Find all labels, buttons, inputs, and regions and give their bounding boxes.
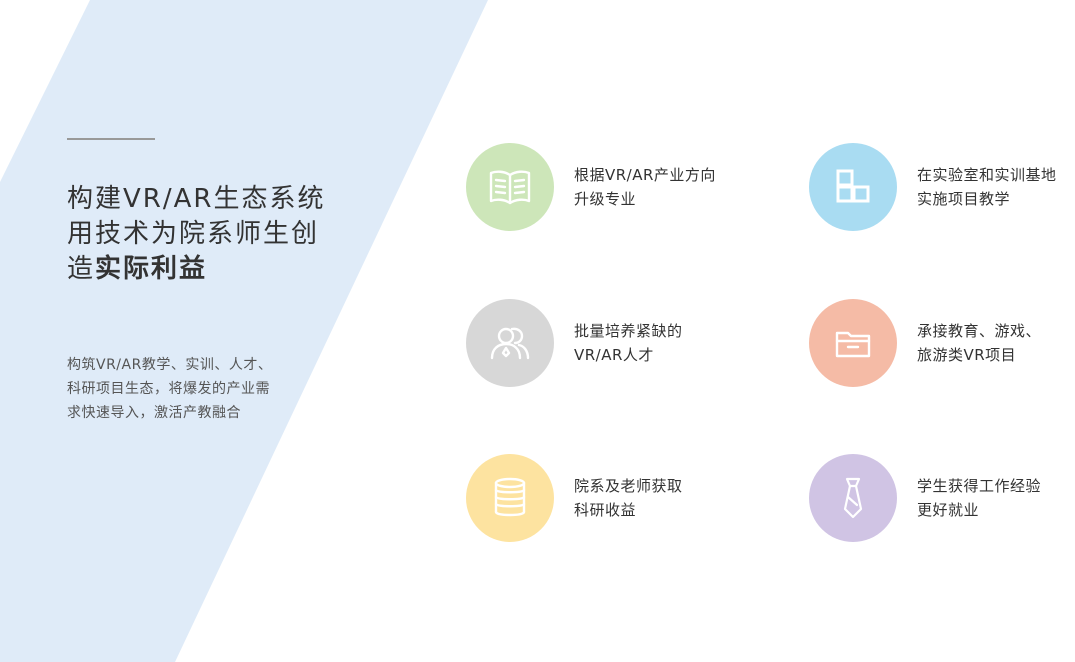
hero-title: 构建VR/AR生态系统 用技术为院系师生创 造实际利益 — [67, 182, 387, 287]
feature-lab-teaching: 在实验室和实训基地 实施项目教学 — [809, 143, 1057, 231]
feature-line-2: 升级专业 — [574, 190, 637, 208]
hero-section: 构建VR/AR生态系统 用技术为院系师生创 造实际利益 构筑VR/AR教学、实训… — [67, 138, 387, 425]
hero-description-line-3: 求快速导入，激活产教融合 — [67, 405, 241, 421]
title-divider — [67, 138, 155, 140]
feature-line-1: 承接教育、游戏、 — [917, 322, 1042, 340]
feature-line-1: 批量培养紧缺的 — [574, 322, 683, 340]
book-icon — [488, 167, 532, 207]
feature-text: 学生获得工作经验 更好就业 — [917, 474, 1041, 522]
feature-text: 批量培养紧缺的 VR/AR人才 — [574, 319, 683, 367]
hero-title-line-1: 构建VR/AR生态系统 — [67, 184, 326, 214]
feature-line-1: 学生获得工作经验 — [917, 477, 1042, 495]
feature-line-1: 在实验室和实训基地 — [917, 166, 1057, 184]
feature-research-income: 院系及老师获取 科研收益 — [466, 454, 683, 542]
feature-line-2: 实施项目教学 — [917, 190, 1011, 208]
feature-line-2: 旅游类VR项目 — [917, 346, 1017, 364]
blocks-icon — [833, 167, 873, 207]
feature-line-2: VR/AR人才 — [574, 346, 654, 364]
hero-title-line-3-emphasis: 实际利益 — [95, 254, 208, 284]
feature-line-1: 院系及老师获取 — [574, 477, 683, 495]
feature-circle — [466, 454, 554, 542]
hero-description-line-1: 构筑VR/AR教学、实训、人才、 — [67, 357, 273, 373]
feature-circle — [466, 143, 554, 231]
feature-text: 承接教育、游戏、 旅游类VR项目 — [917, 319, 1041, 367]
feature-circle — [466, 299, 554, 387]
feature-take-projects: 承接教育、游戏、 旅游类VR项目 — [809, 299, 1041, 387]
feature-circle — [809, 143, 897, 231]
feature-job-experience: 学生获得工作经验 更好就业 — [809, 454, 1041, 542]
folder-icon — [833, 325, 873, 361]
feature-text: 根据VR/AR产业方向 升级专业 — [574, 163, 716, 211]
feature-line-2: 科研收益 — [574, 501, 637, 519]
feature-cultivate-talent: 批量培养紧缺的 VR/AR人才 — [466, 299, 683, 387]
people-icon — [488, 323, 532, 363]
feature-line-2: 更好就业 — [917, 501, 980, 519]
hero-description-line-2: 科研项目生态，将爆发的产业需 — [67, 381, 270, 397]
tie-icon — [835, 475, 871, 521]
feature-circle — [809, 454, 897, 542]
feature-circle — [809, 299, 897, 387]
hero-description: 构筑VR/AR教学、实训、人才、 科研项目生态，将爆发的产业需 求快速导入，激活… — [67, 353, 317, 425]
feature-text: 在实验室和实训基地 实施项目教学 — [917, 163, 1057, 211]
coins-icon — [492, 476, 528, 520]
hero-title-line-2: 用技术为院系师生创 — [67, 219, 320, 249]
feature-upgrade-major: 根据VR/AR产业方向 升级专业 — [466, 143, 716, 231]
feature-line-1: 根据VR/AR产业方向 — [574, 166, 716, 184]
hero-title-line-3-start: 造 — [67, 254, 96, 284]
feature-text: 院系及老师获取 科研收益 — [574, 474, 683, 522]
hero-title-line-3: 造实际利益 — [67, 252, 387, 287]
